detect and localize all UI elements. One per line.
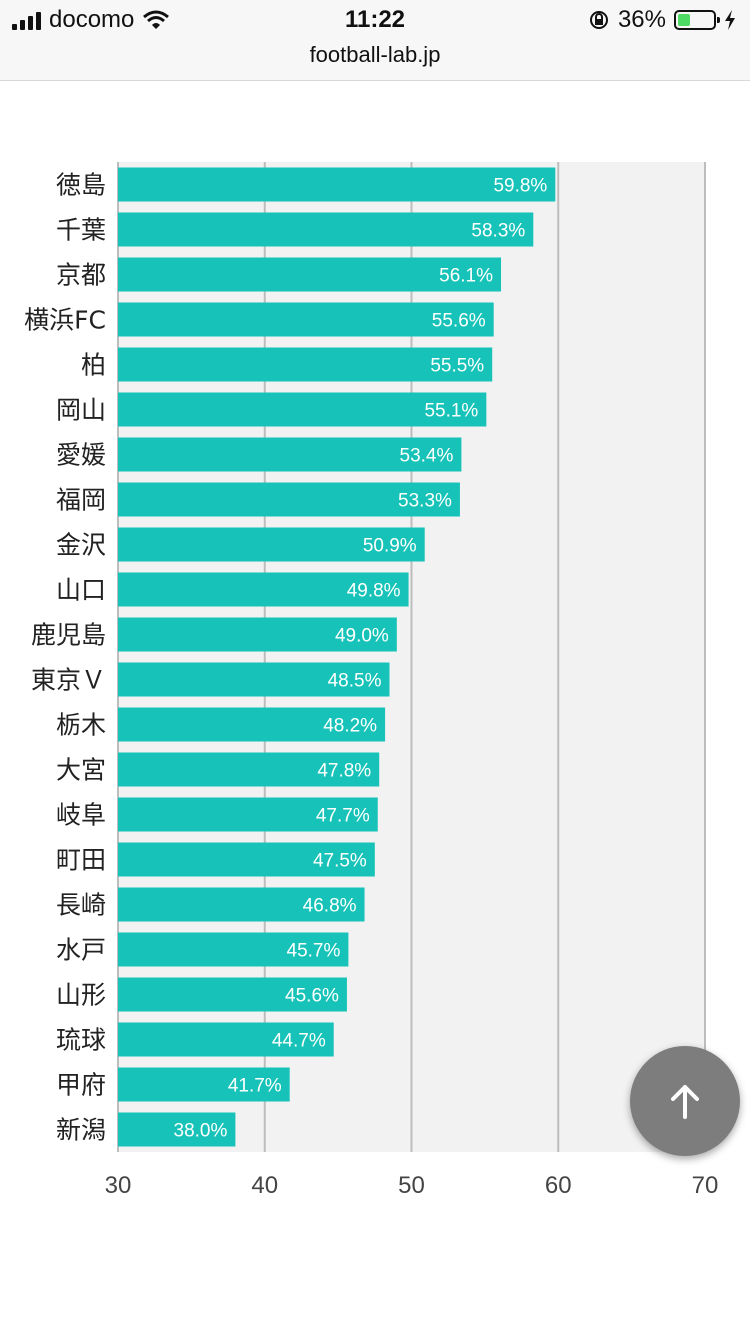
bar-value-label: 41.7% xyxy=(228,1076,282,1097)
bar-value-label: 49.0% xyxy=(335,626,389,647)
category-label: 琉球 xyxy=(56,1026,106,1055)
bar-value-label: 55.5% xyxy=(430,356,484,377)
bar xyxy=(118,887,365,922)
scroll-to-top-button[interactable] xyxy=(630,1046,740,1156)
bar-chart: 30 40 50 60 70 59.8% 徳島 58.3% 千葉 56.1% 京都 55.6% 横浜FC… xyxy=(24,162,719,1199)
bar-value-label: 38.0% xyxy=(174,1121,228,1142)
x-tick-label: 50 xyxy=(398,1172,425,1199)
category-label: 長崎 xyxy=(56,891,106,920)
signal-icon xyxy=(12,10,41,30)
bar-value-label: 55.1% xyxy=(424,401,478,422)
bar xyxy=(118,257,502,292)
x-tick-label: 60 xyxy=(545,1172,572,1199)
category-label: 徳島 xyxy=(56,171,106,200)
bar-value-label: 56.1% xyxy=(439,266,493,287)
bar-value-label: 48.2% xyxy=(323,716,377,737)
bar-value-label: 55.6% xyxy=(432,311,486,332)
bar-value-label: 58.3% xyxy=(471,221,525,242)
bar xyxy=(118,437,462,472)
address-bar[interactable]: football-lab.jp xyxy=(0,44,750,81)
bar xyxy=(118,572,409,607)
category-label: 岐阜 xyxy=(56,801,106,830)
category-label: 東京Ｖ xyxy=(31,666,106,695)
battery-percent: 36% xyxy=(617,6,666,33)
bar xyxy=(118,662,390,697)
category-label: 山口 xyxy=(56,576,106,605)
bar xyxy=(118,1067,290,1102)
category-label: 大宮 xyxy=(56,756,106,785)
category-label: 金沢 xyxy=(56,531,106,560)
status-bar: docomo 11:22 36% xyxy=(0,0,750,44)
bar xyxy=(118,752,380,787)
bar-value-label: 47.8% xyxy=(317,761,371,782)
bar-value-label: 50.9% xyxy=(363,536,417,557)
bar-value-label: 45.7% xyxy=(287,941,341,962)
bar xyxy=(118,932,349,967)
bar xyxy=(118,302,494,337)
bar-value-label: 53.3% xyxy=(398,491,452,512)
clock: 11:22 xyxy=(344,6,406,33)
category-label: 愛媛 xyxy=(56,441,106,470)
url-text: football-lab.jp xyxy=(309,42,441,67)
category-label: 岡山 xyxy=(56,396,106,425)
orientation-lock-icon xyxy=(589,11,608,29)
x-tick-label: 30 xyxy=(105,1172,132,1199)
category-label: 栃木 xyxy=(56,711,106,740)
bar-value-label: 47.5% xyxy=(313,851,367,872)
bar xyxy=(118,707,386,742)
bar-value-label: 44.7% xyxy=(272,1031,326,1052)
category-label: 水戸 xyxy=(56,936,106,965)
bar-value-label: 53.4% xyxy=(400,446,454,467)
bar xyxy=(118,212,534,247)
carrier-name: docomo xyxy=(49,6,135,33)
bar-value-label: 48.5% xyxy=(328,671,382,692)
bar-value-label: 46.8% xyxy=(303,896,357,917)
category-label: 山形 xyxy=(56,981,106,1010)
bar xyxy=(118,527,425,562)
bar xyxy=(118,977,347,1012)
bar-value-label: 59.8% xyxy=(493,176,547,197)
bar xyxy=(118,797,378,832)
category-label: 横浜FC xyxy=(24,306,106,335)
bar xyxy=(118,617,397,652)
bar xyxy=(118,392,487,427)
battery-level xyxy=(678,14,691,26)
bar-value-label: 49.8% xyxy=(347,581,401,602)
bar xyxy=(118,1022,334,1057)
bar xyxy=(118,347,493,382)
category-label: 京都 xyxy=(56,261,106,290)
battery-icon xyxy=(674,10,720,30)
bar xyxy=(118,842,375,877)
category-label: 新潟 xyxy=(56,1116,106,1145)
arrow-up-icon xyxy=(671,1085,699,1119)
bar xyxy=(118,1112,236,1147)
x-tick-label: 40 xyxy=(251,1172,278,1199)
charging-icon xyxy=(725,10,735,30)
wifi-icon xyxy=(143,10,170,29)
category-label: 福岡 xyxy=(56,486,106,515)
bar xyxy=(118,482,460,517)
bar xyxy=(118,167,556,202)
bar-value-label: 45.6% xyxy=(285,986,339,1007)
category-label: 鹿児島 xyxy=(31,621,106,650)
category-label: 千葉 xyxy=(56,216,106,245)
category-label: 甲府 xyxy=(56,1071,106,1100)
category-label: 町田 xyxy=(56,846,106,875)
bar-value-label: 47.7% xyxy=(316,806,370,827)
category-label: 柏 xyxy=(81,351,106,380)
x-tick-label: 70 xyxy=(692,1172,719,1199)
